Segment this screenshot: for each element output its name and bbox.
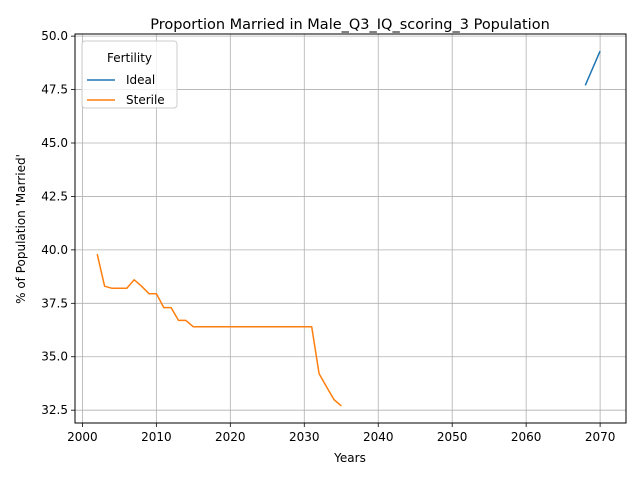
- x-tick-label: 2010: [141, 430, 172, 444]
- y-tick-label: 47.5: [41, 83, 68, 97]
- x-axis-label: Years: [333, 451, 366, 465]
- series-layer: [96, 50, 601, 407]
- y-tick-label: 40.0: [41, 243, 68, 257]
- series-line-ideal: [584, 50, 601, 86]
- x-axis-ticks: 2000 2010 2020 2030 2040 2050 2060 2070: [67, 423, 615, 444]
- series-line-sterile: [96, 253, 342, 407]
- legend-label-ideal: Ideal: [126, 73, 155, 87]
- legend-title: Fertility: [107, 51, 152, 65]
- grid-lines: [75, 34, 626, 423]
- x-tick-label: 2060: [511, 430, 542, 444]
- x-tick-label: 2030: [289, 430, 320, 444]
- legend: Fertility Ideal Sterile: [81, 40, 178, 109]
- y-tick-label: 50.0: [41, 29, 68, 43]
- x-tick-label: 2070: [585, 430, 616, 444]
- y-tick-label: 32.5: [41, 403, 68, 417]
- y-tick-label: 35.0: [41, 350, 68, 364]
- plot-frame: [74, 33, 627, 424]
- x-tick-label: 2040: [363, 430, 394, 444]
- y-axis-ticks: 32.5 35.0 37.5 40.0 42.5 45.0 47.5 50.0: [41, 29, 75, 417]
- x-tick-label: 2020: [215, 430, 246, 444]
- legend-label-sterile: Sterile: [126, 93, 165, 107]
- y-tick-label: 45.0: [41, 136, 68, 150]
- chart-title: Proportion Married in Male_Q3_IQ_scoring…: [150, 17, 550, 33]
- legend-box: [81, 40, 178, 109]
- x-tick-label: 2050: [437, 430, 468, 444]
- y-tick-label: 42.5: [41, 189, 68, 203]
- y-tick-label: 37.5: [41, 296, 68, 310]
- y-axis-label: % of Population 'Married': [14, 154, 28, 304]
- x-tick-label: 2000: [67, 430, 98, 444]
